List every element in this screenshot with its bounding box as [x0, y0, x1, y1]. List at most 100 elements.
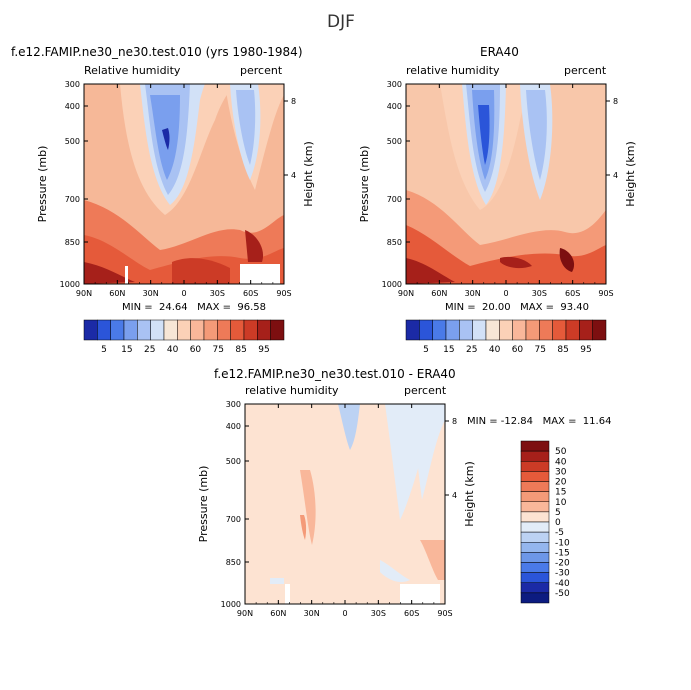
y-tick-label: 1000 [221, 600, 241, 609]
colorbar-swatch [83, 319, 98, 341]
colorbar-label: -5 [555, 528, 564, 538]
y-tick-label: 850 [387, 238, 402, 247]
colorbar-swatch [520, 481, 550, 492]
y-axis-title: Pressure (mb) [36, 146, 49, 223]
p1-low-band [84, 235, 284, 284]
p3-dry-bias-sh [385, 404, 445, 520]
colorbar-swatch [445, 319, 460, 341]
colorbar-swatch [432, 319, 447, 341]
colorbar-swatch [217, 319, 231, 341]
p2-surface-band [406, 258, 455, 284]
p1-surface-band [84, 262, 135, 284]
colorbar-swatch [243, 319, 258, 341]
x-tick-label: 90S [437, 609, 452, 618]
colorbar-swatch [552, 319, 567, 341]
y2-tick-label: 4 [613, 171, 618, 180]
x-tick-label: 90S [276, 289, 291, 298]
p1-dry-zone-core [162, 128, 170, 150]
x-tick-label: 30S [371, 609, 386, 618]
colorbar-label: 50 [555, 447, 567, 457]
x-tick-label: 60S [243, 289, 258, 298]
panel-2-title: ERA40 [480, 45, 519, 59]
panel-1-units-label: percent [240, 64, 283, 77]
colorbar-swatch [110, 319, 125, 341]
y-tick-label: 300 [387, 80, 402, 89]
p3-moist-bias-2 [300, 515, 307, 540]
colorbar-label: 95 [258, 345, 269, 355]
colorbar-swatch [520, 572, 550, 583]
colorbar-swatch [472, 319, 487, 341]
colorbar-label: 25 [144, 345, 155, 355]
p3-missing-nh [285, 584, 290, 604]
colorbar-label: 60 [512, 345, 524, 355]
colorbar-label: -50 [555, 589, 570, 599]
colorbar-label: 5 [101, 345, 107, 355]
panel-2-stats: MIN = 20.00 MAX = 93.40 [445, 302, 589, 313]
colorbar-swatch [520, 521, 550, 533]
p3-moist-bias-1 [300, 470, 316, 545]
p1-sh-dry-inner [236, 90, 256, 165]
y2-tick-label: 4 [452, 491, 457, 500]
y2-tick-label: 4 [291, 171, 296, 180]
colorbar-label: 75 [213, 345, 224, 355]
colorbar-label: 15 [121, 345, 132, 355]
y-tick-label: 850 [65, 238, 80, 247]
panel-1-axes: 90N 60N 30N 0 30S 60S 90S 300 400 500 700 850 1000 8 4… [36, 80, 315, 298]
x-tick-label: 30N [465, 289, 481, 298]
y2-tick-label: 8 [452, 417, 457, 426]
x-tick-label: 90S [598, 289, 613, 298]
x-tick-label: 30S [210, 289, 225, 298]
colorbar-swatch [405, 319, 420, 341]
x-tick-label: 0 [342, 609, 347, 618]
colorbar-swatch [190, 319, 205, 341]
colorbar-label: 40 [167, 345, 179, 355]
panel-1-title: f.e12.FAMIP.ne30_ne30.test.010 (yrs 1980… [11, 45, 303, 59]
colorbar-swatch [257, 319, 271, 341]
p2-low-band [406, 225, 606, 284]
y-tick-label: 700 [65, 195, 80, 204]
x-tick-label: 0 [503, 289, 508, 298]
p3-dry-bias-low [380, 560, 410, 583]
colorbar-swatch [150, 319, 165, 341]
panel-3-axes: 90N 60N 30N 0 30S 60S 90S 300 400 500 700 850 1000 8 4… [197, 400, 476, 618]
colorbar-label: -20 [555, 559, 570, 569]
colorbar-swatch [177, 319, 191, 341]
panel-1-stats: MIN = 24.64 MAX = 96.58 [122, 302, 266, 313]
panel-1-field [84, 84, 284, 284]
y-tick-label: 700 [387, 195, 402, 204]
y-tick-label: 400 [65, 102, 80, 111]
colorbar-layer: 5 15 25 40 60 75 85 95 5 15 25 40 60 75 85 955040302015… [83, 319, 607, 604]
colorbar-swatch [520, 491, 550, 502]
panel-2-field [406, 84, 606, 284]
colorbar-swatch [579, 319, 593, 341]
panel-2-axes: 90N 60N 30N 0 30S 60S 90S 300 400 500 700 850 1000 8 4… [358, 80, 637, 298]
colorbar-swatch [520, 531, 550, 543]
y2-tick-label: 8 [613, 97, 618, 106]
p2-sh-dry-inner [526, 90, 547, 180]
colorbar-swatch [539, 319, 553, 341]
colorbar-swatch [520, 511, 550, 523]
colorbar-label: 5 [555, 508, 561, 518]
y-tick-label: 400 [226, 422, 241, 431]
x-tick-label: 30N [304, 609, 320, 618]
p1-missing-sh [240, 264, 280, 284]
colorbar-label: 75 [535, 345, 546, 355]
y-tick-label: 300 [65, 80, 80, 89]
colorbar-swatch [520, 552, 550, 563]
colorbar-label: -30 [555, 569, 570, 579]
y-tick-label: 1000 [382, 280, 402, 289]
colorbar-swatch [520, 542, 550, 553]
y-tick-label: 500 [387, 137, 402, 146]
colorbar-label: -15 [555, 548, 570, 558]
y2-axis-title: Height (km) [624, 141, 637, 207]
colorbar-label: 30 [555, 467, 567, 477]
colorbar-swatch [512, 319, 527, 341]
colorbar-label: 25 [466, 345, 477, 355]
x-tick-label: 60N [431, 289, 447, 298]
colorbar-swatch [459, 319, 473, 341]
x-tick-label: 90N [76, 289, 92, 298]
panel-2-colorbar: 5 15 25 40 60 75 85 95 [405, 319, 607, 355]
main-title: DJF [327, 12, 355, 32]
colorbar-label: 5 [423, 345, 429, 355]
